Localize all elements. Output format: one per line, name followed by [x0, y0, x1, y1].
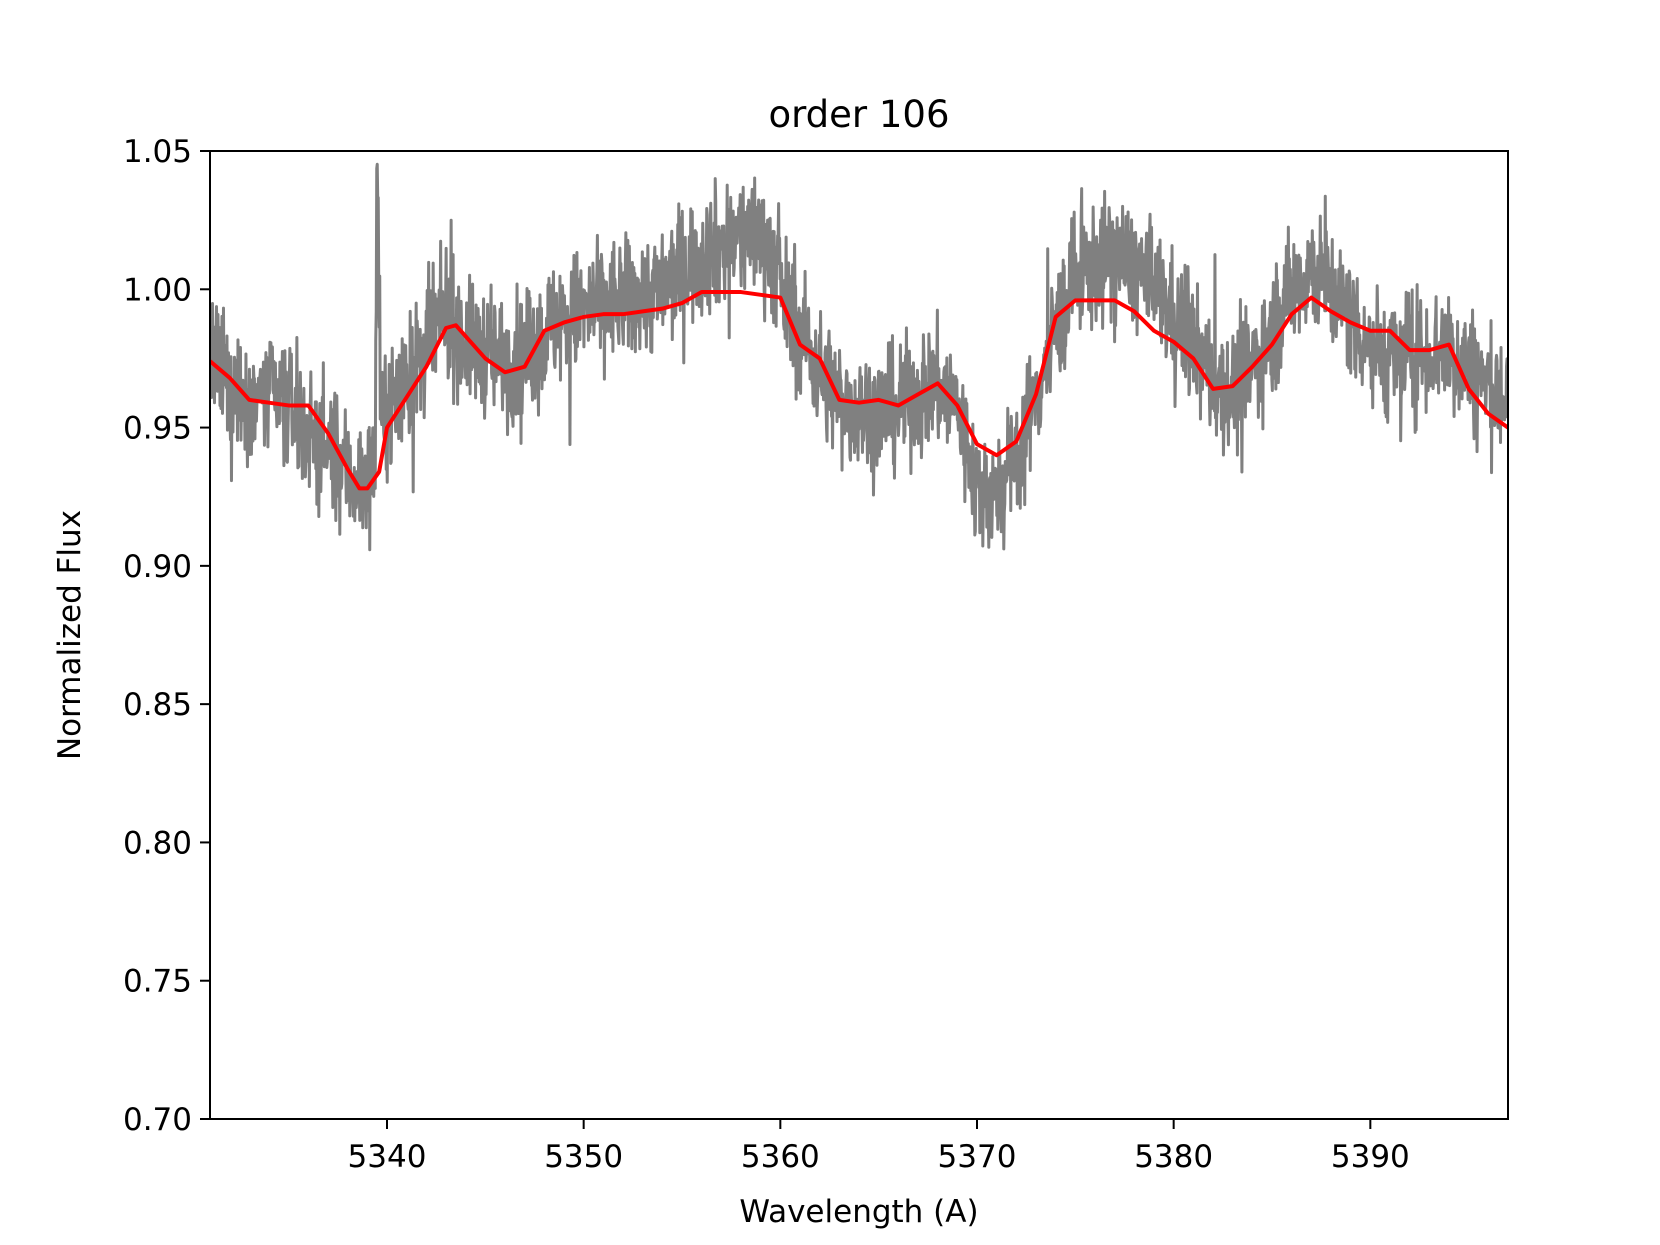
y-tick-label: 1.00 [123, 272, 192, 308]
y-tick-label: 0.75 [123, 964, 192, 1000]
axis-ticks: 5340 5350 5360 5370 5380 5390 0.70 0.75 0.80 0.85… [123, 134, 1410, 1175]
y-tick-label: 0.70 [123, 1102, 192, 1138]
y-tick-label: 0.80 [123, 825, 192, 861]
plot-frame [209, 150, 1509, 1120]
x-tick-label: 5380 [1134, 1139, 1213, 1175]
x-tick-label: 5390 [1331, 1139, 1410, 1175]
y-tick-label: 0.85 [123, 687, 192, 723]
y-tick-label: 1.05 [123, 134, 192, 170]
x-tick-label: 5340 [348, 1139, 427, 1175]
chart-title: order 106 [768, 93, 949, 136]
series-line-observed [210, 162, 1508, 552]
x-tick-label: 5360 [741, 1139, 820, 1175]
y-tick-label: 0.95 [123, 411, 192, 447]
y-axis-label: Normalized Flux [52, 510, 88, 760]
series-line-fit [210, 290, 1508, 491]
x-tick-label: 5370 [938, 1139, 1017, 1175]
x-axis-label: Wavelength (A) [739, 1194, 978, 1230]
y-tick-label: 0.90 [123, 549, 192, 585]
plot-area [210, 162, 1508, 552]
x-tick-label: 5350 [544, 1139, 623, 1175]
